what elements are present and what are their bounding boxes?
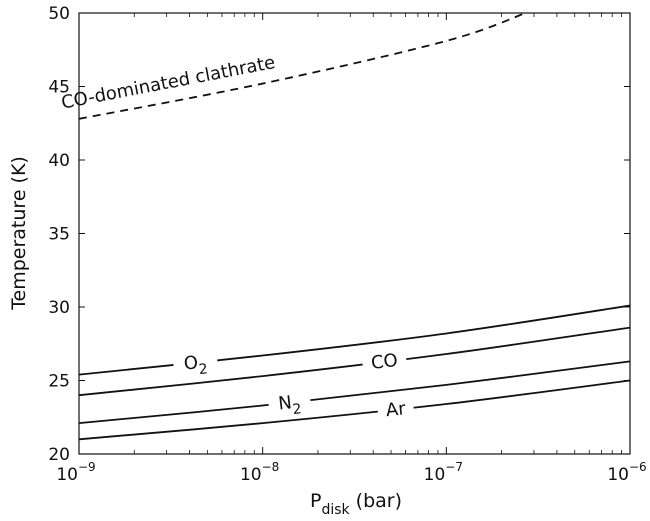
- curve-label-sub: 2: [198, 361, 209, 378]
- x-tick-base: 10: [56, 465, 78, 485]
- curve-co: [79, 326, 630, 397]
- x-tick-base: 10: [424, 465, 446, 485]
- x-tick-label: 10−8: [240, 460, 279, 485]
- curve-label-sub: 2: [292, 401, 303, 418]
- x-tick-label: 10−6: [607, 460, 646, 485]
- curve-label-main: N: [277, 392, 293, 414]
- x-tick-base: 10: [240, 465, 262, 485]
- curve-n2: [79, 360, 630, 425]
- curve-label-co: CO: [370, 350, 399, 374]
- y-axis-label: Temperature (K): [8, 156, 30, 311]
- y-tick-label: 50: [48, 4, 70, 24]
- curve-group: [79, 13, 630, 441]
- curve-ar: [79, 379, 630, 441]
- curve-label-o2: O2: [183, 351, 209, 379]
- curve-label-gap: [267, 390, 312, 415]
- x-tick-exponent: −8: [262, 460, 280, 474]
- y-tick-label: 25: [48, 372, 70, 392]
- x-axis-label-main: P: [310, 490, 321, 512]
- plot-frame: [78, 12, 631, 455]
- x-axis-label: Pdisk (bar): [310, 490, 402, 518]
- x-tick-label: 10−9: [56, 460, 95, 485]
- curve-co-dominated-clathrate: [79, 13, 526, 120]
- y-tick-label: 30: [48, 298, 70, 318]
- x-axis-label-sub: disk: [321, 502, 350, 518]
- y-tick-label: 45: [48, 78, 70, 98]
- curve-label-co-dominated-clathrate: CO-dominated clathrate: [60, 52, 277, 114]
- curve-label-main: O: [183, 352, 199, 374]
- curve-label-gap: [172, 350, 219, 375]
- x-tick-label: 10−7: [424, 460, 463, 485]
- y-tick-label: 20: [48, 445, 70, 465]
- curve-o2: [79, 304, 630, 376]
- curve-label-n2: N2: [277, 391, 302, 419]
- y-tick-label: 40: [48, 151, 70, 171]
- x-tick-exponent: −9: [78, 460, 96, 474]
- x-tick-base: 10: [607, 465, 629, 485]
- x-tick-exponent: −6: [629, 460, 647, 474]
- curve-label-gap: [376, 397, 415, 422]
- curve-label-ar: Ar: [385, 398, 407, 421]
- curve-label-gap: [361, 348, 408, 375]
- x-axis-label-unit: (bar): [350, 490, 402, 512]
- x-tick-exponent: −7: [445, 460, 463, 474]
- y-tick-label: 35: [48, 225, 70, 245]
